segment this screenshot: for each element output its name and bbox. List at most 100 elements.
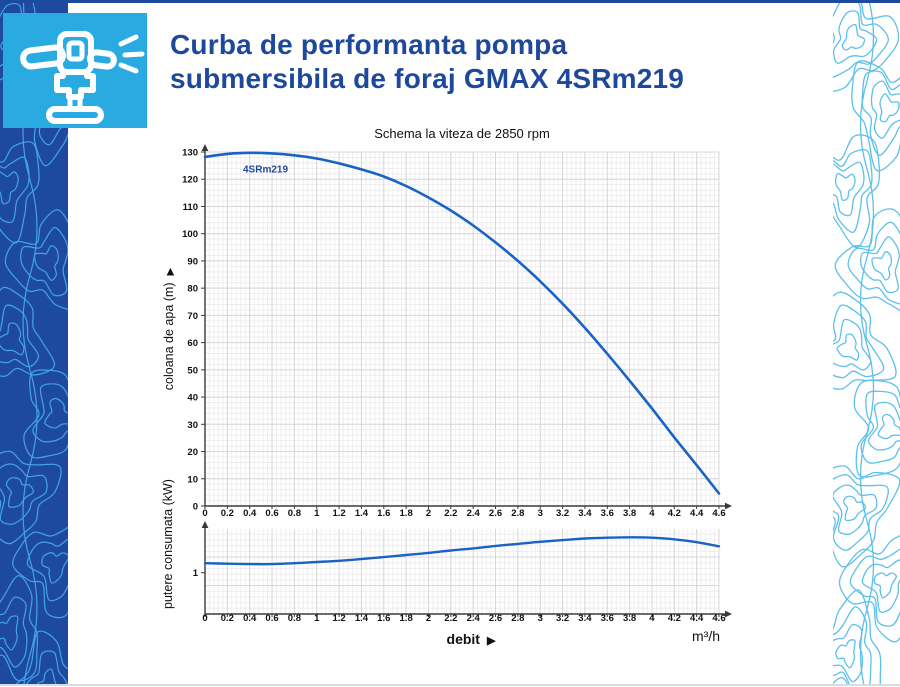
contour-line <box>26 538 68 602</box>
x-tick-label: 3.6 <box>601 613 614 624</box>
contour-line <box>860 390 900 464</box>
right-arrow-icon <box>725 502 732 510</box>
contour-line <box>0 156 30 224</box>
x-tick-label: 0 <box>202 613 207 624</box>
x-tick-label: 3 <box>538 508 543 519</box>
chart-0-axes <box>201 144 732 510</box>
curve-4SRm219 <box>203 151 721 495</box>
x-tick-label: 2.4 <box>467 508 481 519</box>
contour-line <box>836 333 860 361</box>
contour-line <box>0 615 19 651</box>
x-tick-label: 3 <box>538 613 543 624</box>
x-tick-label: 3.6 <box>601 508 614 519</box>
x-tick-label: 0.8 <box>288 613 301 624</box>
contour-line <box>833 161 865 217</box>
contour-line <box>25 650 68 684</box>
contour-line <box>41 552 68 584</box>
contour-line <box>5 477 34 508</box>
contour-line <box>833 484 878 535</box>
contour-line <box>877 413 900 440</box>
contour-line <box>0 141 40 244</box>
contour-line <box>23 369 68 459</box>
contour-line <box>860 236 900 294</box>
contour-line <box>842 495 867 522</box>
contour-line <box>838 535 900 643</box>
x-tick-label: 4.2 <box>668 613 681 624</box>
page-title-line2: submersibila de foraj GMAX 4SRm219 <box>170 63 685 94</box>
contour-line <box>833 623 864 683</box>
x-tick-label: 2.2 <box>444 613 457 624</box>
y-tick-label: 90 <box>187 256 198 267</box>
contour-line <box>833 474 889 551</box>
x-tick-label: 2.2 <box>444 508 457 519</box>
x-axis-label: debit ▶ <box>391 631 551 647</box>
contour-line <box>0 171 19 205</box>
contour-line <box>0 322 25 356</box>
contour-line <box>32 383 68 443</box>
x-tick-label: 2.6 <box>489 613 502 624</box>
y-tick-label: 110 <box>183 202 198 213</box>
contour-line <box>0 596 28 668</box>
chart-0-grid <box>204 151 720 506</box>
x-axis-label-text: debit <box>446 631 480 647</box>
charts-svg: 0 0.2 0.4 0.6 0.8 1 1.2 1.4 1.6 1.8 2 2.2 2.4 2.6 2.8 3… <box>182 144 732 624</box>
x-tick-label: 1 <box>314 613 320 624</box>
x-tick-label: 0.6 <box>265 613 278 624</box>
contour-line <box>833 318 872 371</box>
up-arrow-icon <box>201 521 209 528</box>
x-tick-label: 4 <box>649 613 655 624</box>
contour-line <box>847 221 900 305</box>
y-axis-label-head: coloana de apa (m) ▶ <box>162 199 180 459</box>
contour-line <box>44 397 68 429</box>
contour-line <box>861 70 900 156</box>
chart-1-tick-labels: 0 0.2 0.4 0.6 0.8 1 1.2 1.4 1.6 1.8 2 2.2 2.4 2.6 2.8 3… <box>193 568 726 624</box>
x-tick-label: 0.2 <box>221 613 234 624</box>
contour-line <box>849 548 900 627</box>
x-tick-label: 3.4 <box>578 613 592 624</box>
y-tick-label: 40 <box>187 393 198 404</box>
y-tick-label: 120 <box>182 175 198 186</box>
x-tick-label: 2.6 <box>489 508 502 519</box>
contour-line <box>841 23 866 51</box>
contour-line <box>833 3 889 78</box>
top-border <box>0 0 900 3</box>
x-tick-label: 0 <box>202 508 207 519</box>
x-tick-label: 3.2 <box>556 508 569 519</box>
x-tick-label: 2 <box>426 508 431 519</box>
x-tick-label: 4.4 <box>690 508 704 519</box>
chart-0-tick-labels: 0 0.2 0.4 0.6 0.8 1 1.2 1.4 1.6 1.8 2 2.2 2.4 2.6 2.8 3… <box>182 148 725 520</box>
contour-line <box>833 304 885 379</box>
x-tick-label: 1.8 <box>400 613 413 624</box>
contour-line <box>879 93 900 123</box>
series-label: 4SRm219 <box>243 164 288 175</box>
page-title: Curba de performanta pompa submersibila … <box>170 28 810 96</box>
x-tick-label: 2.8 <box>511 508 524 519</box>
contour-line <box>0 575 39 682</box>
contour-line <box>0 450 62 545</box>
right-arrow-icon <box>725 610 732 618</box>
contour-line <box>834 208 900 312</box>
contour-line <box>833 606 872 684</box>
contour-line <box>859 3 875 684</box>
contour-line <box>871 251 893 281</box>
contour-line <box>0 463 48 525</box>
contour-line <box>833 291 897 390</box>
x-tick-label: 2 <box>426 613 431 624</box>
curve-power <box>203 536 721 566</box>
x-tick-label: 2.8 <box>511 613 524 624</box>
y-tick-label: 20 <box>187 447 198 458</box>
x-tick-label: 1.6 <box>377 613 390 624</box>
x-tick-label: 3.8 <box>623 613 636 624</box>
y-axis-label-head-text: coloana de apa (m) <box>162 282 176 391</box>
x-tick-label: 1.6 <box>377 508 390 519</box>
contour-line <box>15 630 68 684</box>
x-tick-label: 0.2 <box>221 508 234 519</box>
x-tick-label: 1.8 <box>400 508 413 519</box>
contour-line <box>0 286 56 377</box>
contour-line <box>867 401 900 451</box>
contour-line <box>37 668 57 684</box>
contour-line <box>833 10 878 64</box>
sprinkler-icon <box>20 31 145 124</box>
contour-line <box>20 226 68 297</box>
bottom-border <box>0 684 900 686</box>
